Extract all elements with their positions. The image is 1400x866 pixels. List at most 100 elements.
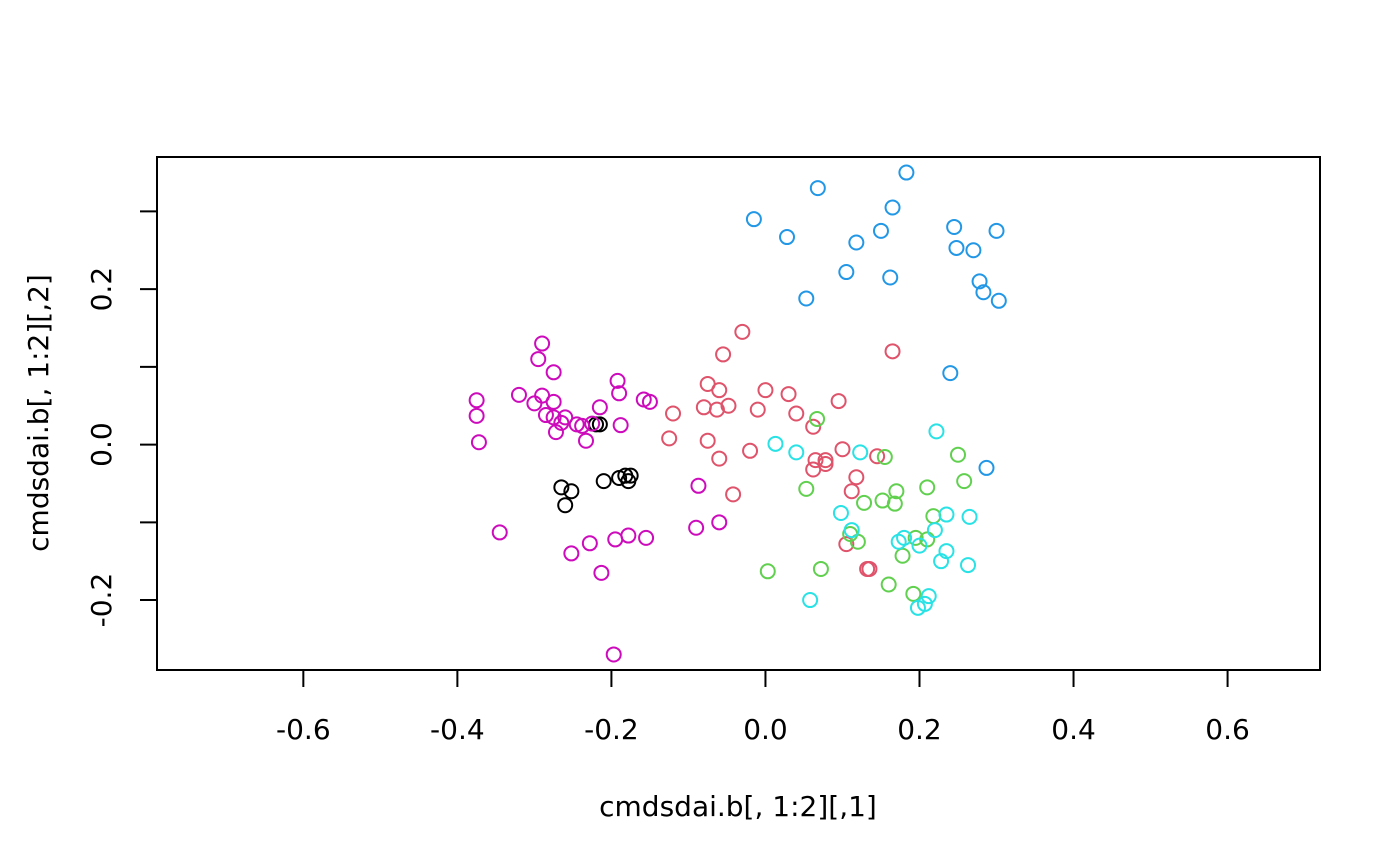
data-point [798, 290, 815, 307]
data-point [817, 452, 834, 469]
data-point [805, 418, 822, 435]
data-point [975, 284, 992, 301]
data-point [534, 335, 551, 352]
data-point [620, 473, 637, 490]
data-point [898, 164, 915, 181]
data-point [812, 560, 829, 577]
data-point [699, 432, 716, 449]
data-point [491, 524, 508, 541]
x-tick-label: 0.4 [1051, 713, 1096, 746]
data-point [661, 430, 678, 447]
data-point [563, 483, 580, 500]
data-point [591, 399, 608, 416]
data-point [911, 537, 928, 554]
y-axis-title: cmdsdai.b[, 1:2][,2] [22, 274, 55, 552]
plot-frame [156, 156, 1321, 671]
data-point [838, 536, 855, 553]
data-point [861, 560, 878, 577]
data-point [641, 393, 658, 410]
data-point [715, 346, 732, 363]
data-point [894, 547, 911, 564]
data-point [711, 382, 728, 399]
data-point [780, 386, 797, 403]
data-point [742, 442, 759, 459]
data-point [848, 234, 865, 251]
data-point [468, 407, 485, 424]
data-point [779, 229, 796, 246]
data-point [919, 479, 936, 496]
x-tick-label: -0.4 [430, 713, 485, 746]
data-point [553, 414, 570, 431]
data-point [611, 385, 628, 402]
y-tick-label: 0.0 [85, 422, 118, 467]
data-point [468, 392, 485, 409]
data-point [545, 393, 562, 410]
data-point [563, 545, 580, 562]
data-point [609, 372, 626, 389]
data-point [720, 397, 737, 414]
data-point [612, 417, 629, 434]
data-point [830, 393, 847, 410]
data-point [595, 473, 612, 490]
data-point [581, 535, 598, 552]
data-point [838, 264, 855, 281]
data-point [848, 469, 865, 486]
data-point [530, 351, 547, 368]
data-point [547, 424, 564, 441]
data-point [690, 477, 707, 494]
data-point [925, 508, 942, 525]
data-point [988, 222, 1005, 239]
data-point [933, 553, 950, 570]
x-axis: -0.6 -0.4 -0.2 0.0 0.2 0.4 0.6 [276, 670, 1250, 746]
data-point [965, 242, 982, 259]
data-point [852, 444, 869, 461]
x-axis-title: cmdsdai.b[, 1:2][,1] [599, 790, 877, 823]
data-point [605, 646, 622, 663]
data-point [607, 531, 624, 548]
x-tick-label: 0.0 [743, 713, 788, 746]
y-tick-label: 0.2 [85, 267, 118, 312]
data-point [638, 529, 655, 546]
data-point [880, 576, 897, 593]
data-point [888, 483, 905, 500]
data-point [950, 446, 967, 463]
data-point [809, 410, 826, 427]
data-point [526, 395, 543, 412]
data-points [468, 164, 1007, 663]
data-point [574, 417, 591, 434]
data-point [734, 323, 751, 340]
data-point [749, 401, 766, 418]
data-point [788, 444, 805, 461]
data-point [798, 480, 815, 497]
data-point [909, 599, 926, 616]
data-point [926, 522, 943, 539]
data-point [960, 557, 977, 574]
data-point [832, 504, 849, 521]
data-point [725, 486, 742, 503]
data-point [905, 585, 922, 602]
x-tick-label: -0.6 [276, 713, 331, 746]
data-point [843, 522, 860, 539]
data-point [688, 519, 705, 536]
data-point [759, 563, 776, 580]
data-point [876, 449, 893, 466]
data-point [802, 592, 819, 609]
data-point [591, 416, 608, 433]
data-point [620, 527, 637, 544]
data-point [971, 273, 988, 290]
data-point [788, 405, 805, 422]
data-point [578, 432, 595, 449]
data-point [869, 448, 886, 465]
data-point [584, 415, 601, 432]
data-point [553, 479, 570, 496]
data-point [928, 423, 945, 440]
data-point [946, 218, 963, 235]
x-tick-label: -0.2 [584, 713, 639, 746]
data-point [938, 506, 955, 523]
data-point [961, 508, 978, 525]
data-point [537, 407, 554, 424]
data-point [557, 497, 574, 514]
data-point [545, 364, 562, 381]
data-point [978, 459, 995, 476]
